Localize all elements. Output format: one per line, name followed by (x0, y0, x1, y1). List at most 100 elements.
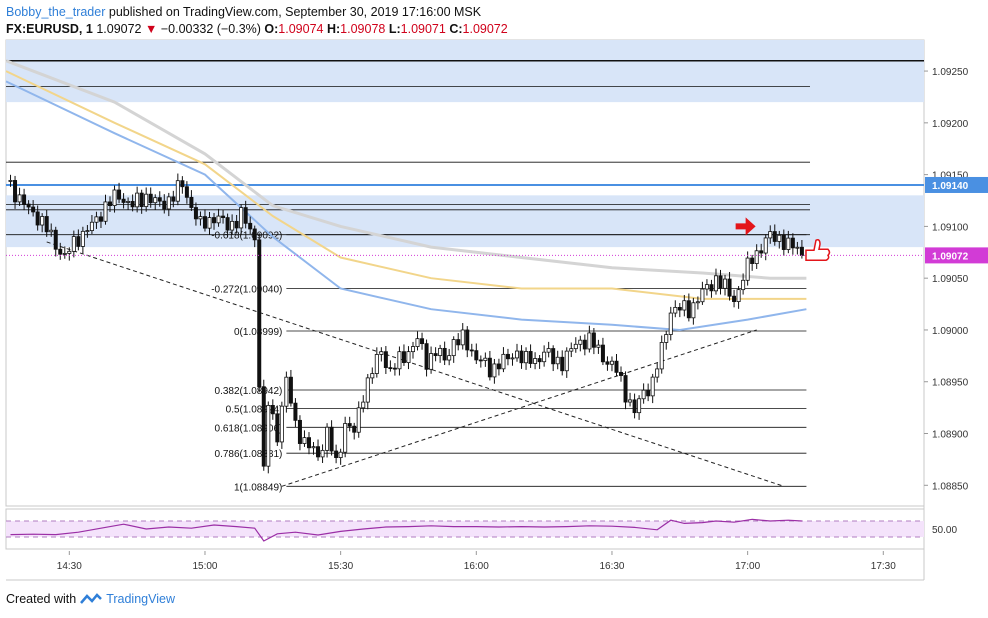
candle-body (302, 437, 307, 444)
author-link[interactable]: Bobby_the_trader (6, 5, 106, 19)
candle-body (180, 180, 185, 188)
candle-body (415, 338, 420, 347)
dashed-trendline (46, 241, 784, 487)
candle-body (126, 201, 131, 203)
candle-body (397, 351, 402, 370)
x-tick-label: 15:30 (328, 561, 353, 572)
candle-body (632, 399, 637, 414)
candle-body (628, 399, 633, 403)
support-resistance-zone (6, 195, 924, 248)
candle-body (555, 356, 560, 365)
candle-body (578, 339, 583, 345)
candle-body (474, 350, 479, 361)
candle-body (609, 360, 614, 365)
candle-body (759, 250, 764, 254)
dashed-trendline (281, 329, 757, 487)
candle-body (153, 197, 158, 204)
candle-body (279, 405, 284, 443)
candle-body (619, 371, 624, 376)
candle-body (198, 216, 203, 220)
candle-body (343, 423, 348, 453)
candle-body (745, 257, 750, 281)
fib-level-label: -0.272(1.09040) (211, 285, 282, 296)
fib-level-label: 1(1.08849) (234, 482, 282, 493)
candle-body (316, 446, 321, 458)
x-tick-label: 15:00 (192, 561, 217, 572)
candle-body (243, 207, 248, 224)
candle-body (216, 215, 221, 224)
candle-body (569, 348, 574, 352)
candle-body (655, 368, 660, 378)
candle-body (379, 351, 384, 355)
y-tick-label: 1.09050 (932, 274, 969, 285)
candle-body (668, 312, 673, 335)
down-triangle-icon: ▼ (144, 22, 158, 36)
candle-body (261, 386, 266, 467)
y-tick-label: 1.09100 (932, 222, 969, 233)
candle-body (677, 307, 682, 311)
tradingview-link[interactable]: TradingView (106, 592, 175, 606)
x-tick-label: 17:00 (735, 561, 760, 572)
candle-body (98, 216, 103, 222)
candle-body (67, 250, 72, 254)
candle-body (175, 180, 180, 202)
candle-body (682, 300, 687, 311)
candle-body (438, 347, 443, 357)
candle-body (763, 237, 768, 254)
created-with-label: Created with (6, 592, 77, 606)
candle-body (451, 339, 456, 357)
candle-body (456, 339, 461, 346)
candle-body (551, 348, 556, 365)
candle-body (103, 201, 108, 222)
candle-body (596, 344, 601, 348)
moving-average-line (5, 59, 807, 280)
fib-level-label: 0.382(1.08942) (215, 386, 283, 397)
candle-body (546, 348, 551, 353)
rsi-line (10, 518, 802, 542)
candle-body (496, 363, 501, 370)
candle-body (334, 450, 339, 458)
candle-body (700, 288, 705, 303)
candle-body (641, 389, 646, 400)
candle-body (352, 425, 357, 433)
candle-body (478, 359, 483, 362)
candle-body (257, 239, 262, 388)
candle-body (270, 405, 275, 415)
candle-body (537, 358, 542, 363)
fib-level-label: 0.5(1.08924) (226, 405, 283, 416)
y-tick-label: 1.08950 (932, 378, 969, 389)
candle-body (275, 413, 280, 443)
candle-body (76, 236, 81, 247)
rsi-tick-label: 50.00 (932, 525, 957, 536)
x-tick-label: 17:30 (871, 561, 896, 572)
open-value: 1.09074 (278, 22, 324, 36)
candle-body (361, 401, 366, 409)
candle-body (420, 338, 425, 345)
candle-body (591, 332, 596, 348)
candle-body (22, 194, 27, 205)
candle-body (13, 180, 18, 203)
candle-body (736, 289, 741, 302)
candle-body (49, 229, 54, 233)
candle-body (786, 237, 791, 250)
candle-body (429, 353, 434, 370)
candle-body (202, 216, 207, 229)
candle-body (94, 216, 99, 223)
thumbs-up-icon (805, 239, 831, 262)
candle-body (524, 351, 529, 364)
candle-body (741, 279, 746, 291)
candle-body (17, 194, 22, 203)
candle-body (515, 350, 520, 359)
candles (8, 173, 804, 474)
candle-body (383, 351, 388, 369)
candle-body (691, 302, 696, 319)
candle-body (221, 215, 226, 218)
candle-body (465, 329, 470, 351)
y-tick-label: 1.08900 (932, 430, 969, 441)
candle-body (519, 350, 524, 364)
y-tick-label: 1.08850 (932, 481, 969, 492)
candle-body (768, 231, 773, 239)
candle-body (623, 375, 628, 403)
candle-body (686, 300, 691, 319)
candle-body (121, 198, 126, 203)
